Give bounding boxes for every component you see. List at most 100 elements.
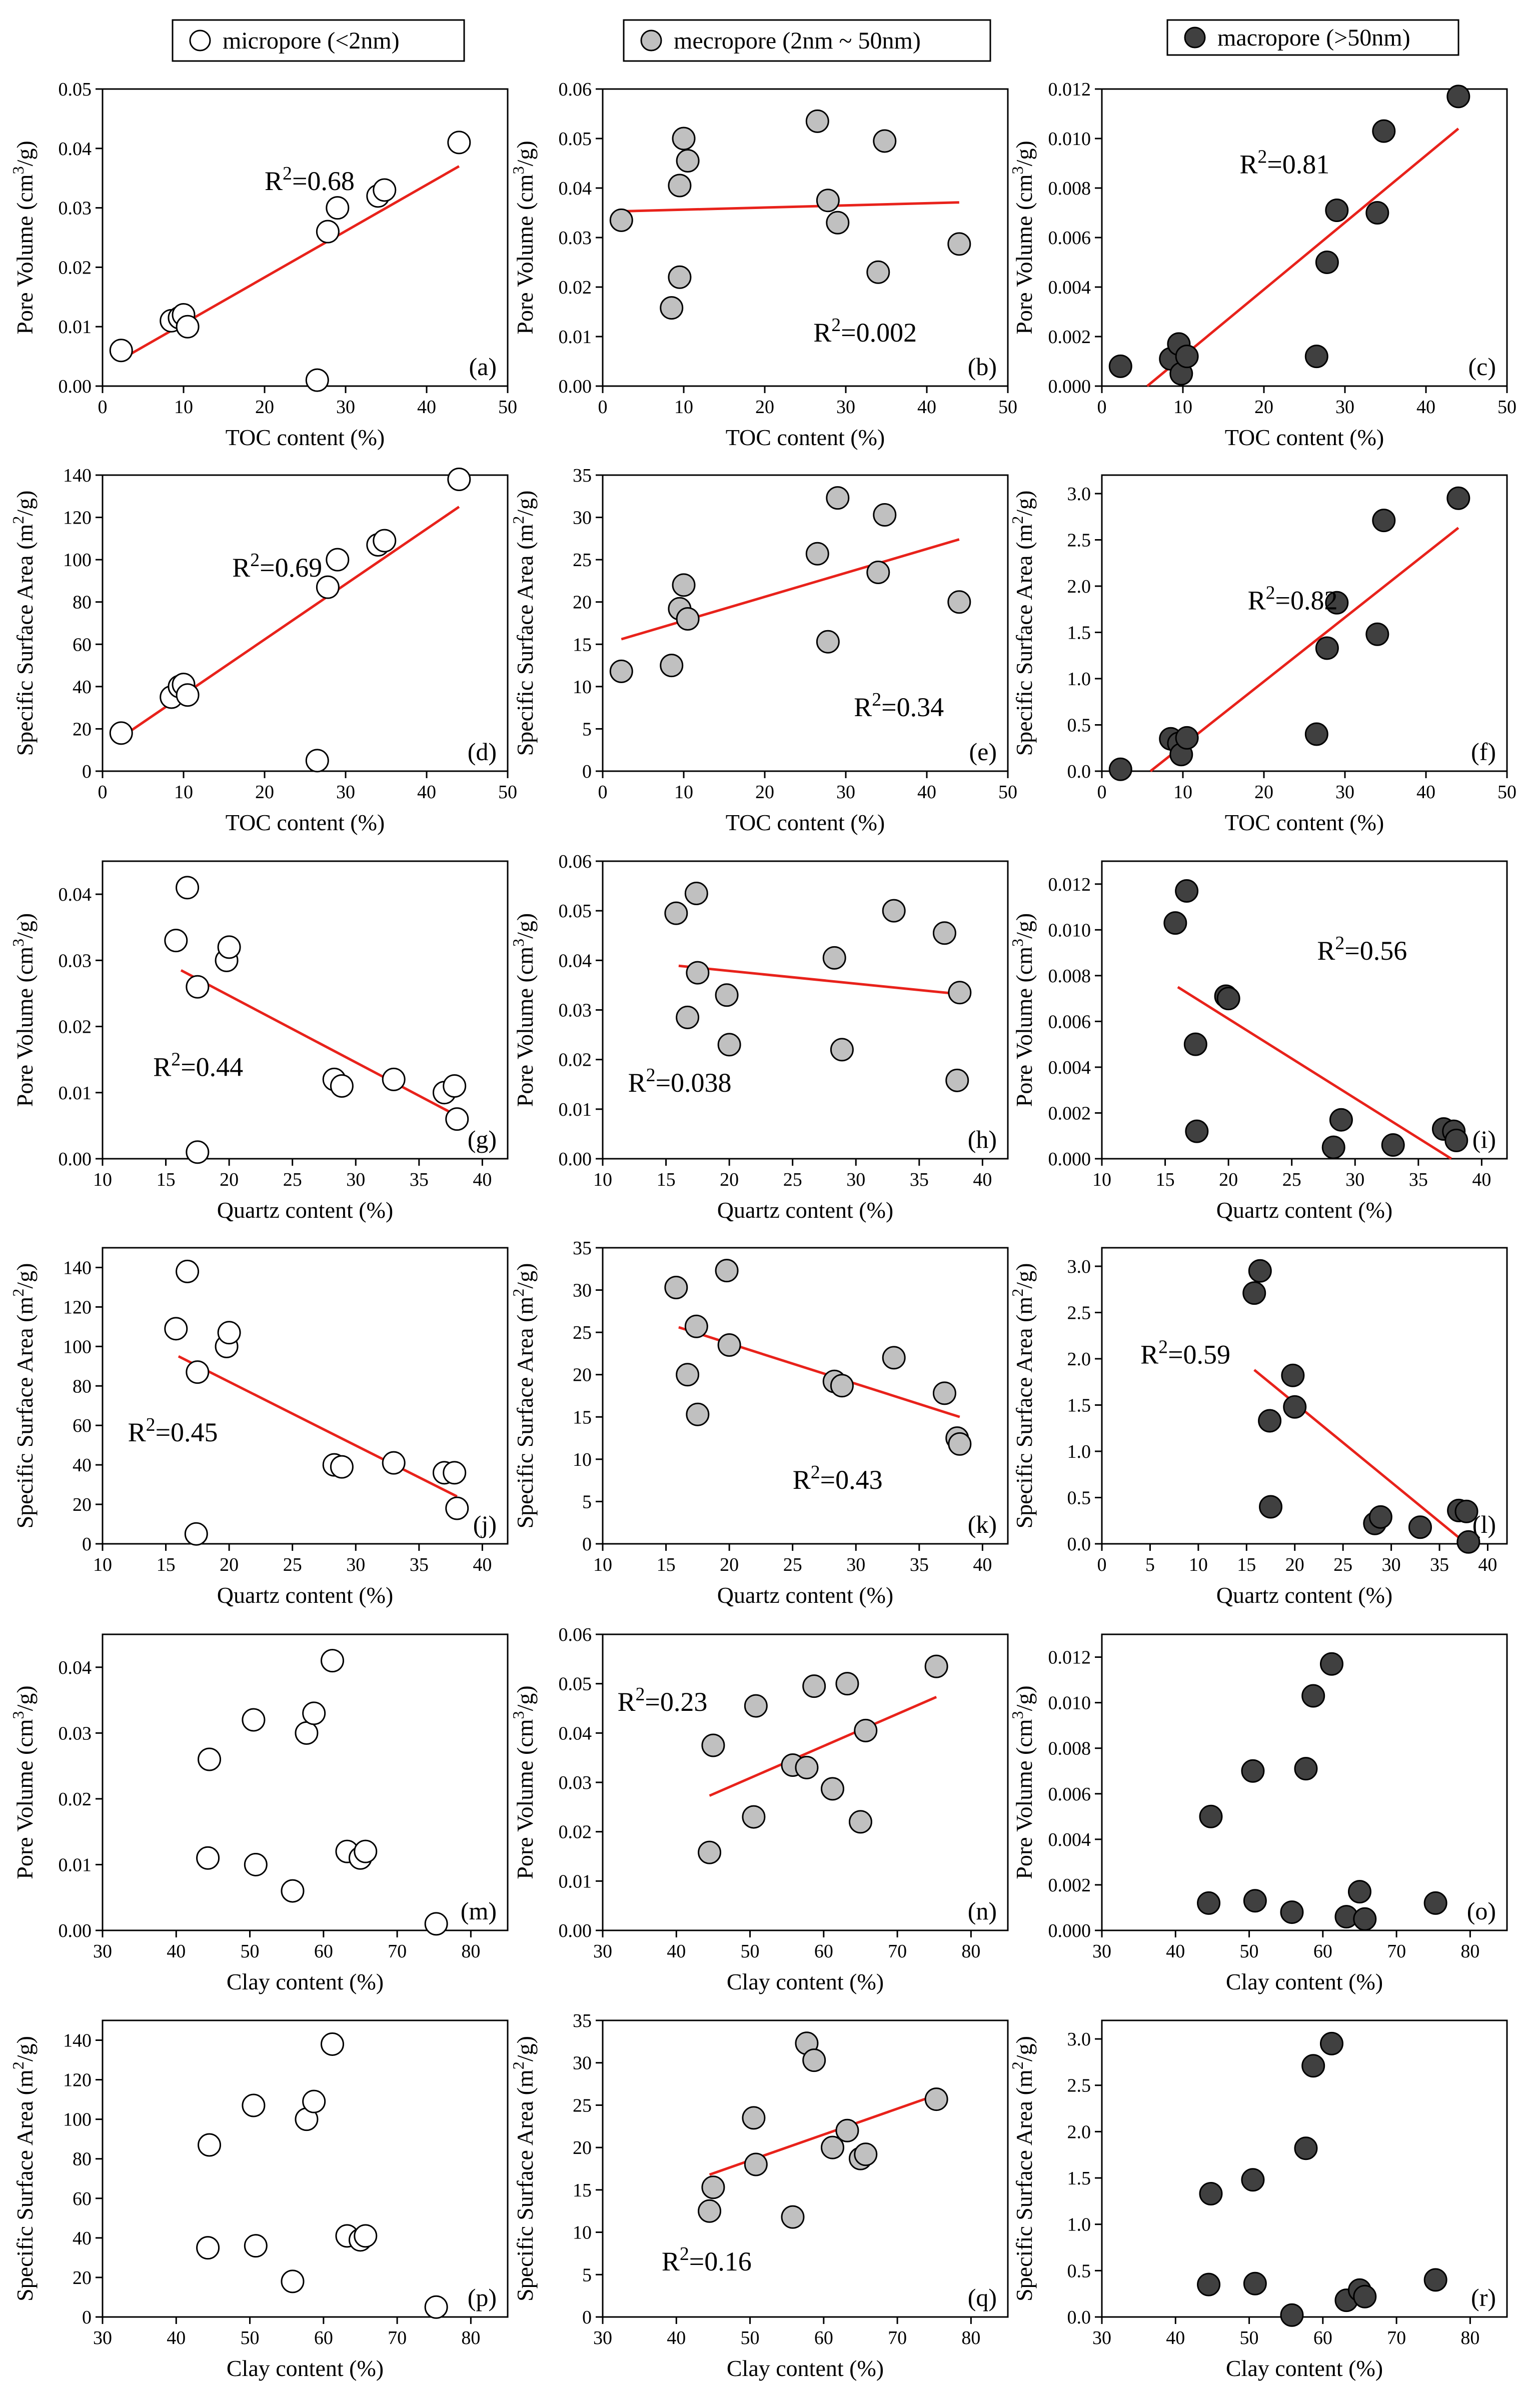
y-tick-label: 0.03 — [559, 1772, 592, 1793]
x-tick-label: 30 — [1382, 1554, 1401, 1575]
r2-annotation: R2=0.59 — [1140, 1336, 1230, 1369]
y-tick-label: 0.000 — [1048, 376, 1091, 397]
x-axis-title: TOC content (%) — [226, 425, 385, 450]
x-tick-label: 60 — [1313, 2327, 1332, 2348]
panel-label: (g) — [468, 1125, 497, 1153]
data-point — [744, 1694, 768, 1718]
data-point — [686, 961, 710, 985]
x-tick-label: 30 — [846, 1169, 865, 1190]
x-tick-label: 40 — [917, 397, 936, 418]
data-point — [1319, 1652, 1343, 1676]
y-tick-label: 0.002 — [1048, 1875, 1091, 1896]
y-tick-label: 10 — [573, 677, 592, 698]
x-tick-label: 0 — [1097, 1554, 1107, 1575]
y-tick-label: 5 — [582, 719, 592, 740]
legend-label: macropore (>50nm) — [1217, 25, 1410, 51]
x-tick-label: 15 — [657, 1554, 676, 1575]
x-tick-label: 50 — [741, 1941, 760, 1962]
y-tick-label: 0 — [582, 1534, 592, 1555]
y-tick-label: 0.06 — [559, 1624, 592, 1645]
x-axis-title: Clay content (%) — [1226, 2355, 1383, 2381]
y-tick-label: 1.0 — [1067, 669, 1091, 690]
y-tick-label: 20 — [573, 2137, 592, 2158]
x-tick-label: 10 — [593, 1554, 612, 1575]
y-tick-label: 35 — [573, 465, 592, 486]
data-point — [802, 2048, 826, 2072]
x-tick-label: 20 — [755, 782, 774, 803]
data-point — [184, 1522, 208, 1546]
r2-annotation: R2=0.45 — [128, 1414, 218, 1447]
data-point — [176, 315, 200, 339]
data-point — [1280, 2303, 1304, 2327]
x-tick-label: 70 — [888, 1941, 907, 1962]
data-point — [664, 901, 688, 925]
y-tick-label: 1.5 — [1067, 1395, 1091, 1416]
fit-line — [621, 538, 960, 641]
data-point — [424, 1912, 448, 1936]
x-tick-label: 40 — [667, 1941, 686, 1962]
y-tick-label: 3.0 — [1067, 2029, 1091, 2050]
y-tick-label: 2.5 — [1067, 1303, 1091, 1324]
x-tick-label: 15 — [157, 1169, 176, 1190]
y-tick-label: 0.5 — [1067, 1488, 1091, 1509]
x-tick-label: 70 — [1387, 2327, 1406, 2348]
plot-frame — [1101, 88, 1508, 387]
data-point — [947, 232, 971, 256]
y-axis-title: Pore Volume (cm3/g) — [9, 1685, 38, 1879]
y-axis-title: Pore Volume (cm3/g) — [1008, 1685, 1037, 1879]
panel-label: (a) — [469, 353, 497, 381]
data-point — [1241, 1759, 1265, 1783]
y-tick-label: 0.04 — [559, 950, 592, 971]
data-point — [320, 2032, 344, 2056]
data-point — [717, 1333, 741, 1357]
x-tick-label: 70 — [388, 2327, 407, 2348]
data-point — [1446, 486, 1470, 510]
panel-label: (l) — [1472, 1510, 1496, 1538]
y-tick-label: 10 — [573, 1449, 592, 1470]
y-tick-label: 0.006 — [1048, 1011, 1091, 1032]
data-point — [1241, 2168, 1265, 2192]
x-tick-label: 80 — [461, 1941, 480, 1962]
panel-m: 30 40 50 60 70 80 Clay content (%) 0.00 0.01 0.02… — [9, 1633, 509, 1994]
data-point — [802, 1674, 826, 1698]
y-tick-label: 0.5 — [1067, 2260, 1091, 2281]
data-point — [826, 486, 850, 510]
x-tick-label: 20 — [1254, 782, 1273, 803]
data-point — [443, 1074, 467, 1098]
x-tick-label: 25 — [783, 1169, 802, 1190]
x-tick-label: 30 — [336, 782, 355, 803]
x-tick-label: 50 — [241, 1941, 260, 1962]
x-tick-label: 30 — [346, 1554, 365, 1575]
fit-line — [1177, 986, 1452, 1160]
data-point — [445, 1107, 469, 1131]
data-point — [1185, 1119, 1209, 1143]
data-point — [1294, 2136, 1318, 2160]
x-tick-label: 30 — [1335, 397, 1354, 418]
x-axis-title: TOC content (%) — [1225, 425, 1384, 450]
panel-label: (d) — [468, 738, 497, 766]
y-tick-label: 2.0 — [1067, 2121, 1091, 2142]
legend-box — [172, 19, 465, 62]
legend-item-0: micropore (<2nm) — [172, 19, 465, 62]
data-point — [305, 749, 329, 773]
legend-box — [623, 19, 991, 62]
data-point — [176, 1259, 200, 1283]
panel-l: 0 5 10 15 20 25 30 35 40 Quartz content (%) 0.0 0.5… — [1008, 1247, 1508, 1608]
data-point — [176, 876, 200, 900]
data-point — [830, 1374, 854, 1398]
y-tick-label: 80 — [73, 1376, 92, 1397]
panel-q: 30 40 50 60 70 80 Clay content (%) 0 5 10 15 20 25 30… — [509, 2010, 1009, 2381]
y-tick-label: 0.03 — [59, 1723, 92, 1744]
x-tick-label: 40 — [973, 1554, 992, 1575]
plot-frame — [602, 474, 1009, 772]
data-point — [715, 1259, 739, 1283]
y-tick-label: 80 — [73, 592, 92, 613]
x-axis-title: Quartz content (%) — [217, 1197, 394, 1223]
x-tick-label: 50 — [1240, 1941, 1259, 1962]
panel-label: (p) — [468, 2283, 497, 2311]
plot-frame — [602, 88, 1009, 387]
y-tick-label: 0.02 — [559, 277, 592, 298]
r2-annotation: R2=0.34 — [854, 689, 944, 722]
data-point — [1325, 199, 1349, 223]
panel-e: 0 10 20 30 40 50 TOC content (%) 0 5 10 15 20 25 30 35… — [509, 465, 1017, 835]
